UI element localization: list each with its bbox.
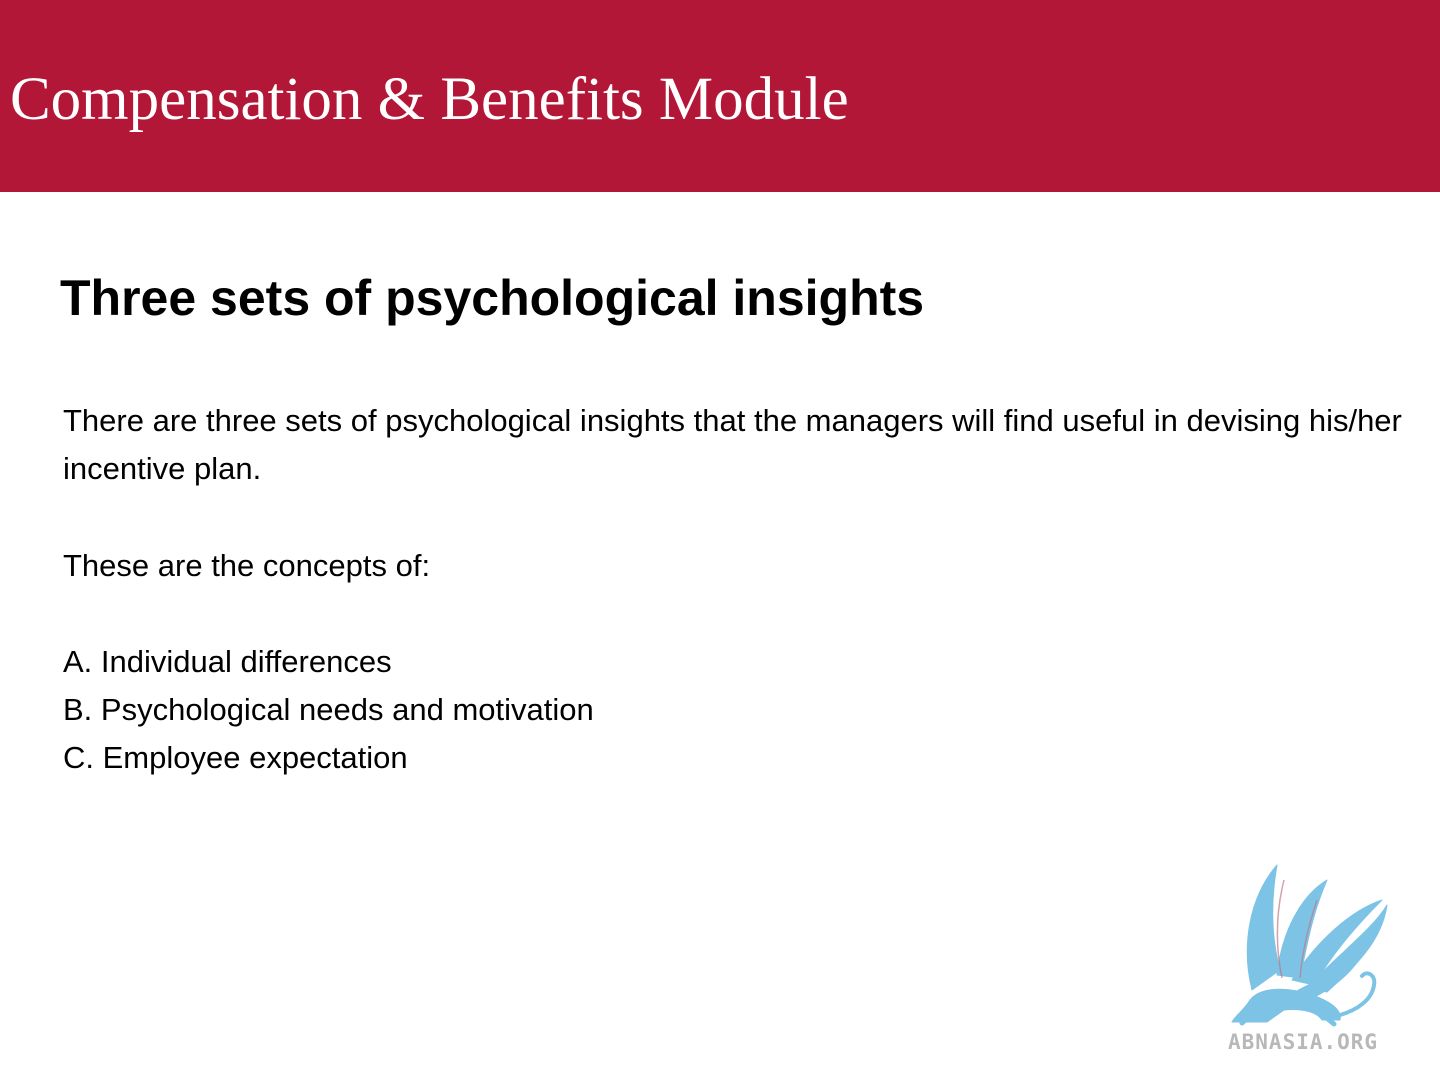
slide-heading: Three sets of psychological insights xyxy=(60,266,924,330)
concept-item-a: A. Individual differences xyxy=(63,638,594,686)
module-title: Compensation & Benefits Module xyxy=(10,64,849,136)
griffin-logo-icon xyxy=(1222,860,1422,1030)
intro-paragraph: There are three sets of psychological in… xyxy=(63,397,1413,493)
concept-item-c: C. Employee expectation xyxy=(63,734,594,782)
header-band: Compensation & Benefits Module xyxy=(0,0,1440,192)
concept-list: A. Individual differences B. Psychologic… xyxy=(63,638,594,782)
watermark-text: ABNASIA.ORG xyxy=(1228,1030,1378,1054)
concepts-lead: These are the concepts of: xyxy=(63,542,1413,590)
watermark-logo: ABNASIA.ORG xyxy=(1222,860,1422,1064)
concept-item-b: B. Psychological needs and motivation xyxy=(63,686,594,734)
